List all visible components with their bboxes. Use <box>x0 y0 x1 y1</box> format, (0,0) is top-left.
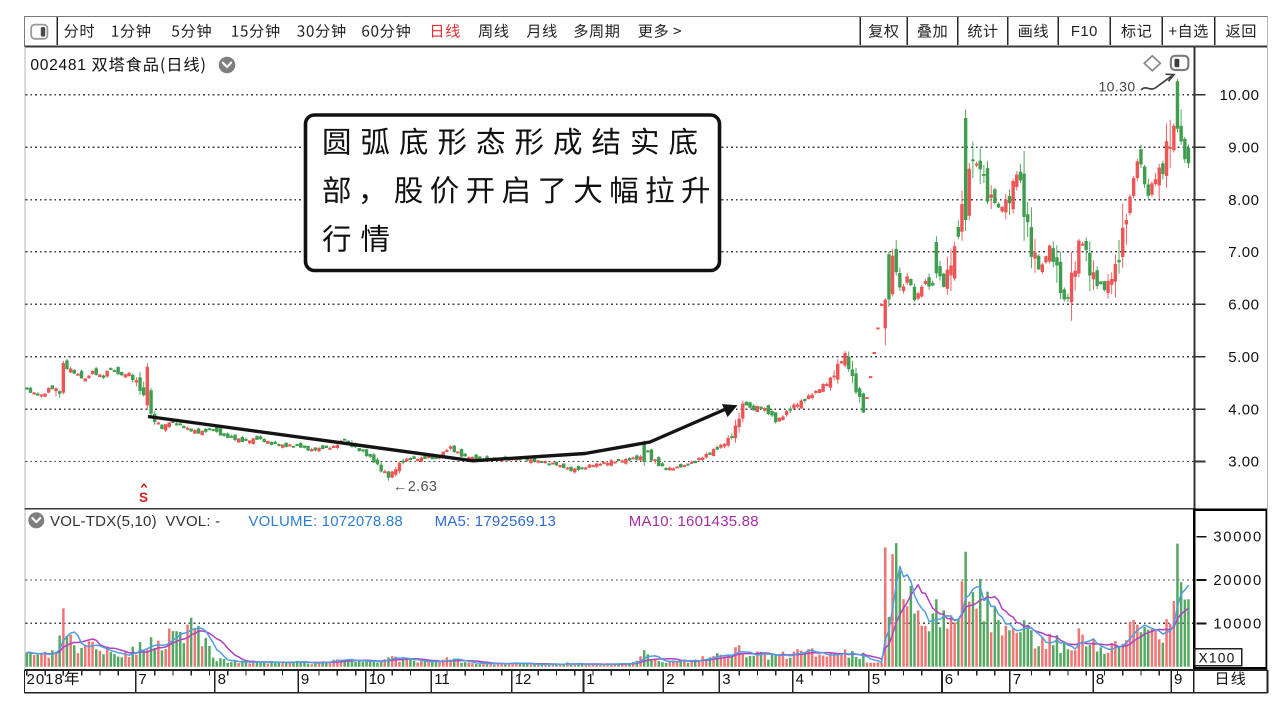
svg-text:10000: 10000 <box>1213 616 1263 632</box>
svg-text:S: S <box>139 490 148 505</box>
svg-text:9: 9 <box>301 671 309 688</box>
svg-text:7.00: 7.00 <box>1228 244 1259 261</box>
svg-text:3: 3 <box>722 671 730 688</box>
svg-text:10: 10 <box>369 671 386 688</box>
svg-text:12: 12 <box>515 671 532 688</box>
svg-text:9.00: 9.00 <box>1228 139 1259 156</box>
svg-text:8: 8 <box>1096 671 1104 688</box>
svg-text:6: 6 <box>945 671 953 688</box>
svg-text:MA5: 1792569.13: MA5: 1792569.13 <box>435 513 556 530</box>
svg-text:5: 5 <box>872 671 880 688</box>
svg-text:X100: X100 <box>1199 651 1236 666</box>
svg-text:1: 1 <box>586 671 594 688</box>
svg-text:9: 9 <box>1174 671 1182 688</box>
svg-text:VOLUME: 1072078.88: VOLUME: 1072078.88 <box>248 513 403 530</box>
svg-text:6.00: 6.00 <box>1228 297 1259 314</box>
svg-text:11: 11 <box>434 671 450 688</box>
svg-text:3.00: 3.00 <box>1228 454 1259 471</box>
svg-text:4.00: 4.00 <box>1228 401 1259 418</box>
svg-text:4: 4 <box>796 671 804 688</box>
svg-text:F10: F10 <box>1071 24 1098 40</box>
svg-text:VOL-TDX(5,10) VVOL: -: VOL-TDX(5,10) VVOL: - <box>50 513 220 530</box>
svg-text:30000: 30000 <box>1213 530 1263 546</box>
svg-text:10.30: 10.30 <box>1099 79 1136 95</box>
svg-text:8.00: 8.00 <box>1228 192 1259 209</box>
svg-text:MA10: 1601435.88: MA10: 1601435.88 <box>629 513 759 530</box>
svg-text:7: 7 <box>138 671 146 688</box>
svg-text:←2.63: ←2.63 <box>393 479 437 495</box>
svg-text:20000: 20000 <box>1213 573 1263 589</box>
svg-text:10.00: 10.00 <box>1219 87 1259 104</box>
svg-text:5.00: 5.00 <box>1228 349 1259 366</box>
svg-text:002481: 002481 <box>30 57 86 74</box>
svg-text:2018: 2018 <box>27 671 64 688</box>
svg-text:8: 8 <box>218 671 226 688</box>
svg-text:2: 2 <box>666 671 674 688</box>
svg-text:7: 7 <box>1013 671 1021 688</box>
